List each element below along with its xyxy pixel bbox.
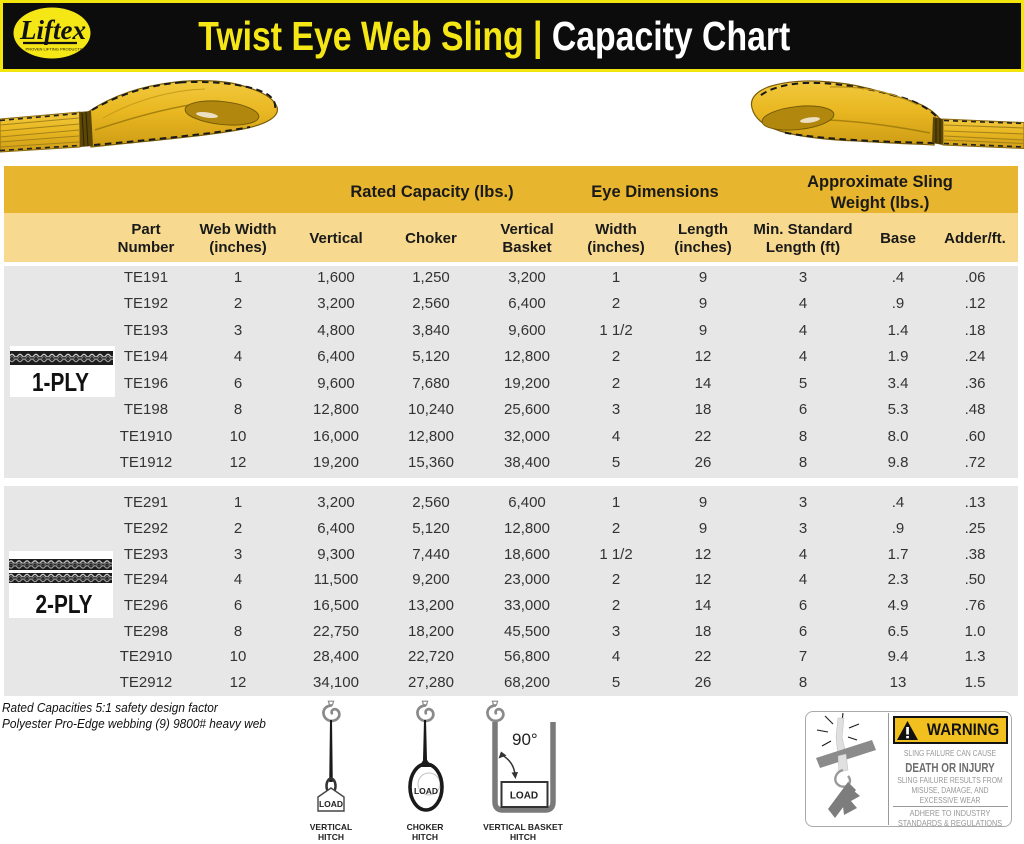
svg-text:LOAD: LOAD xyxy=(510,791,538,802)
svg-text:LOAD: LOAD xyxy=(414,786,438,796)
svg-text:PROVEN LIFTING PRODUCTS: PROVEN LIFTING PRODUCTS xyxy=(26,47,83,52)
svg-text:Liftex: Liftex xyxy=(19,15,86,45)
svg-text:90°: 90° xyxy=(512,730,538,749)
svg-text:LOAD: LOAD xyxy=(319,799,343,809)
